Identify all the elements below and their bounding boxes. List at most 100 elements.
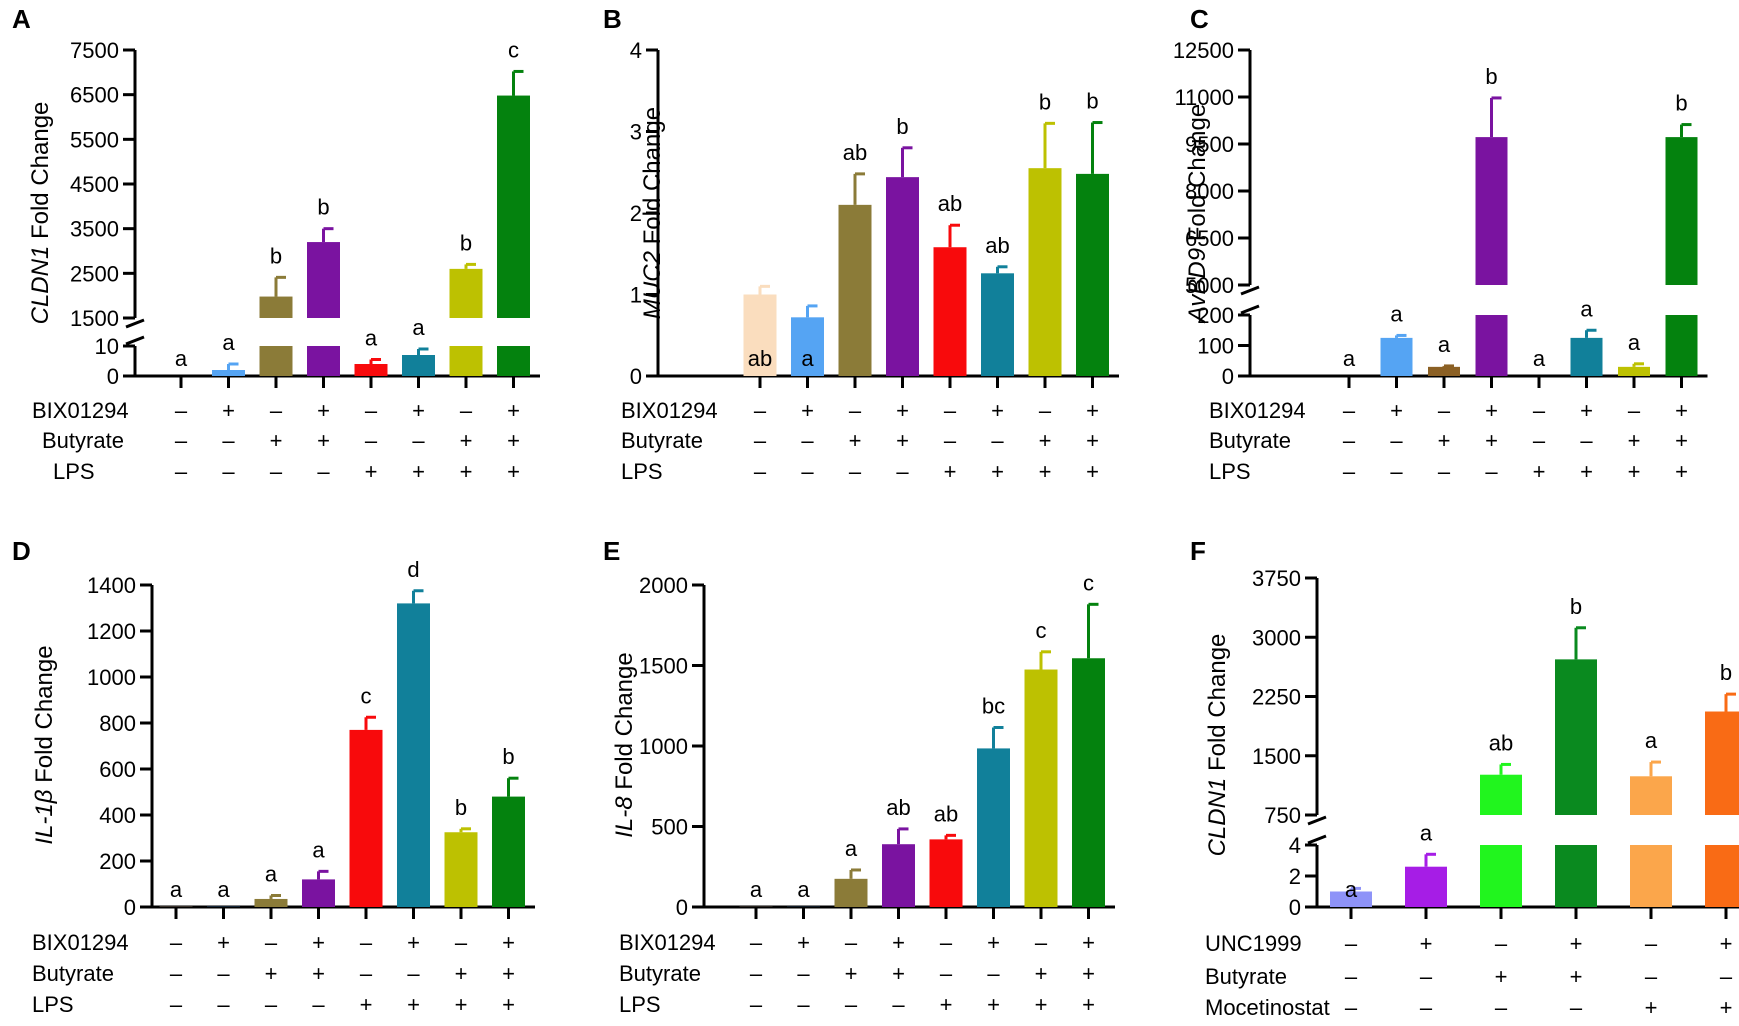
panel-e: E 0 500 1000 1500 2000 IL-8 Fold Change a a a ab ab…: [603, 536, 1115, 1017]
treatment-sign: +: [849, 428, 862, 453]
treatment-sign: –: [754, 428, 767, 453]
y-tick-label: 0: [107, 364, 119, 389]
treatment-sign: +: [1533, 459, 1546, 484]
y-axis-label-text: Fold Change: [31, 645, 58, 789]
treatment-row-label: BIX01294: [32, 398, 129, 423]
treatment-sign: –: [1495, 995, 1508, 1020]
y-axis-label: CLDN1 Fold Change: [27, 102, 54, 325]
significance-letter: b: [455, 795, 467, 820]
y-tick-label: 7500: [70, 38, 119, 63]
treatment-sign: –: [991, 428, 1004, 453]
significance-letter: b: [270, 243, 282, 268]
y-tick-label: 2000: [639, 573, 688, 598]
y-tick-label: 4: [630, 38, 642, 63]
bar-5: [933, 247, 967, 376]
treatment-sign: +: [991, 459, 1004, 484]
bar-4-lower: [1555, 845, 1597, 907]
treatment-sign: +: [987, 992, 1000, 1017]
panel-letter: A: [12, 4, 31, 34]
significance-letter: a: [412, 315, 425, 340]
significance-letter: a: [217, 877, 230, 902]
y-axis-label-gene: MUC2: [639, 251, 666, 319]
treatment-sign: –: [1035, 930, 1048, 955]
treatment-sign: –: [797, 992, 810, 1017]
treatment-sign: –: [845, 992, 858, 1017]
significance-letter: ab: [886, 795, 910, 820]
significance-letter: a: [312, 837, 325, 862]
treatment-sign: +: [365, 459, 378, 484]
treatment-sign: –: [1645, 931, 1658, 956]
y-tick-label: 2250: [1252, 685, 1301, 710]
y-tick-label: 0: [124, 895, 136, 920]
treatment-sign: –: [222, 459, 235, 484]
bar-4-upper: [307, 242, 340, 318]
significance-letter: a: [1438, 332, 1451, 357]
y-axis-label-text: Fold Change: [639, 107, 666, 251]
treatment-sign: –: [407, 961, 420, 986]
treatment-sign: –: [1343, 428, 1356, 453]
significance-letter: d: [407, 557, 419, 582]
y-tick-label: 750: [1264, 803, 1301, 828]
significance-letter: a: [1345, 877, 1358, 902]
bar-4: [302, 879, 335, 907]
panel-c: C 0 100 200 5000 6500 8000 9500 11000 12500 AvBD9 …: [1173, 4, 1708, 484]
treatment-row-label: LPS: [53, 459, 95, 484]
axis-break-mark: [1307, 834, 1327, 845]
significance-letter: a: [750, 877, 763, 902]
bar-5-upper: [1630, 776, 1672, 815]
significance-letter: ab: [985, 233, 1009, 258]
panel-letter: C: [1190, 4, 1209, 34]
treatment-row-label: Mocetinostat: [1205, 995, 1330, 1020]
y-tick-label: 0: [676, 895, 688, 920]
significance-letter: a: [1533, 346, 1546, 371]
treatment-sign: –: [801, 428, 814, 453]
treatment-sign: +: [896, 398, 909, 423]
treatment-sign: +: [1086, 428, 1099, 453]
significance-letter: a: [1390, 301, 1403, 326]
treatment-sign: –: [1039, 398, 1052, 423]
bar-8: [492, 796, 525, 907]
significance-letter: a: [170, 877, 183, 902]
significance-letter: b: [460, 230, 472, 255]
y-tick-label: 11000: [1174, 85, 1234, 110]
y-tick-label: 12500: [1173, 38, 1234, 63]
significance-letter: c: [361, 683, 372, 708]
treatment-sign: +: [460, 459, 473, 484]
y-axis-label: IL-1β Fold Change: [31, 645, 58, 844]
bar-8-upper: [497, 95, 530, 318]
y-tick-label: 500: [651, 815, 688, 840]
bar-5: [349, 729, 383, 907]
treatment-sign: –: [1420, 995, 1433, 1020]
treatment-sign: +: [270, 428, 283, 453]
bar-8: [1076, 173, 1109, 376]
treatment-sign: +: [1675, 428, 1688, 453]
bar-4-lower: [1475, 315, 1508, 376]
treatment-sign: –: [265, 992, 278, 1017]
treatment-row-label: LPS: [1209, 459, 1251, 484]
treatment-sign: –: [460, 398, 473, 423]
treatment-sign: –: [1495, 931, 1508, 956]
y-axis-label-gene: CLDN1: [27, 246, 54, 325]
bar-4: [882, 844, 915, 907]
significance-letter: b: [1086, 89, 1098, 114]
treatment-sign: –: [175, 459, 188, 484]
y-tick-label: 200: [99, 849, 136, 874]
y-tick-label: 8000: [1185, 179, 1234, 204]
treatment-sign: –: [312, 992, 325, 1017]
treatment-sign: +: [987, 930, 1000, 955]
treatment-sign: +: [1645, 995, 1658, 1020]
significance-letter: a: [1420, 820, 1433, 845]
treatment-sign: –: [1420, 964, 1433, 989]
y-axis-label: IL-8 Fold Change: [611, 652, 638, 837]
treatment-sign: +: [1495, 964, 1508, 989]
treatment-sign: –: [365, 428, 378, 453]
treatment-sign: +: [1570, 931, 1583, 956]
treatment-sign: +: [507, 398, 520, 423]
treatment-sign: +: [502, 992, 515, 1017]
significance-letter: c: [1036, 618, 1047, 643]
bar-7: [1024, 669, 1058, 907]
treatment-sign: +: [892, 930, 905, 955]
bar-8-lower: [1665, 315, 1698, 376]
